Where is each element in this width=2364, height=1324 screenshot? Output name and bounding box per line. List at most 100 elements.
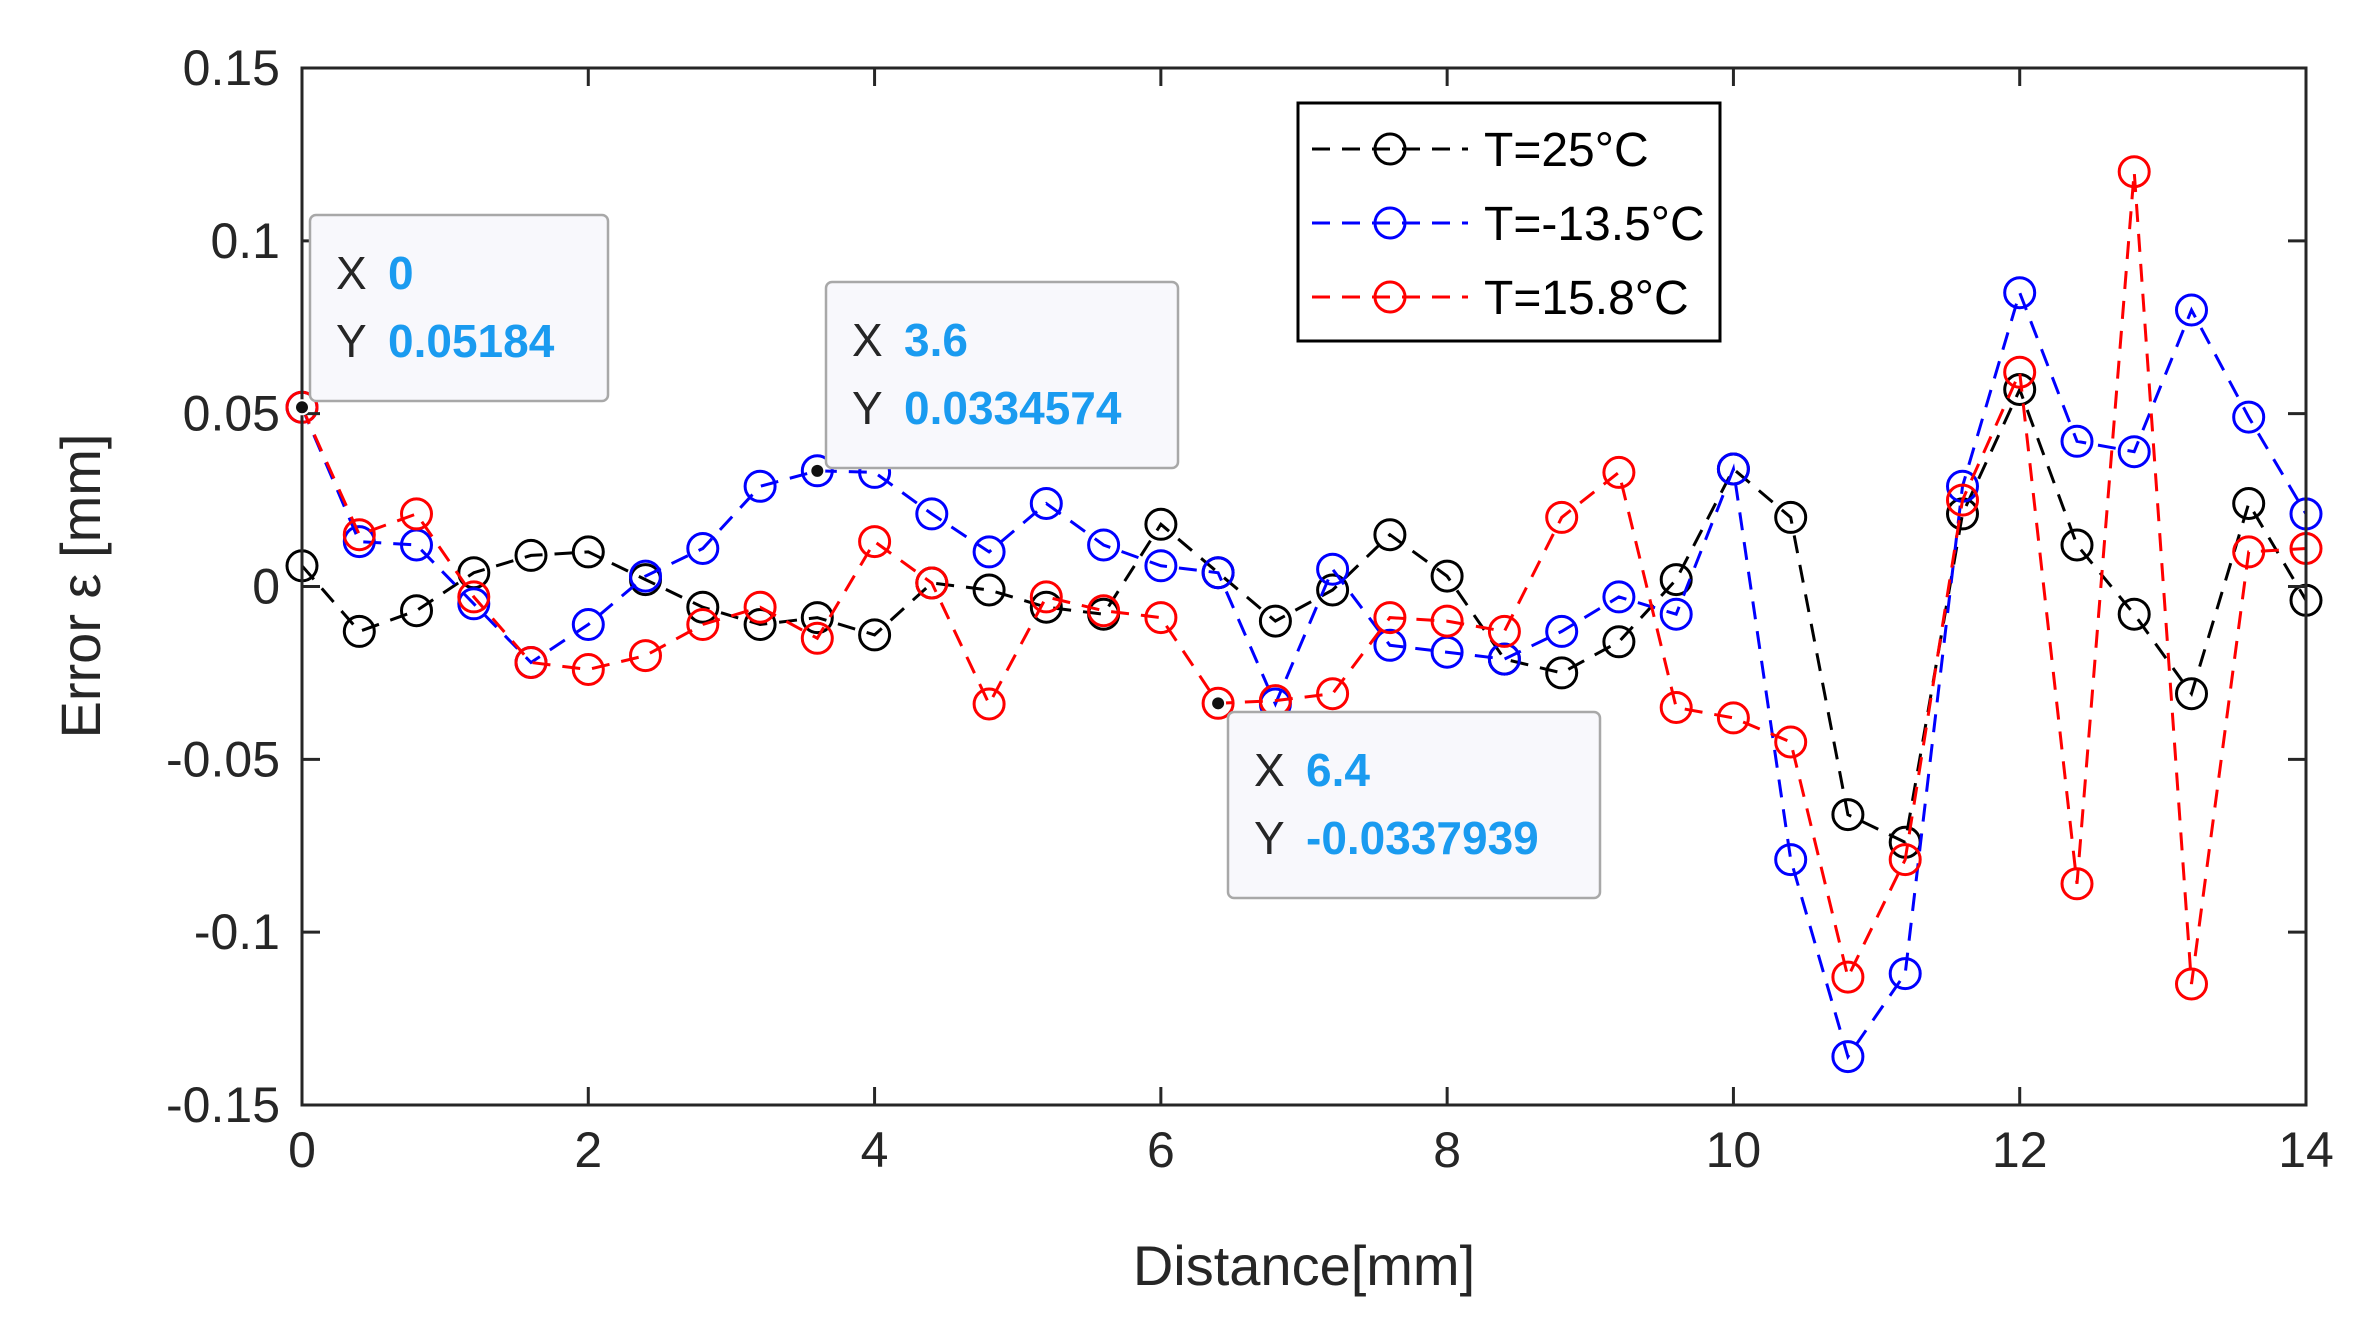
data-point[interactable] <box>1545 500 1579 534</box>
data-point[interactable] <box>1545 614 1579 648</box>
datatip-box <box>308 213 610 403</box>
data-point[interactable] <box>972 573 1006 607</box>
data-point[interactable] <box>571 653 605 686</box>
data-point[interactable] <box>1716 452 1750 486</box>
data-point[interactable] <box>1831 1040 1865 1074</box>
data-point[interactable] <box>1545 656 1579 690</box>
data-point[interactable] <box>400 497 433 531</box>
data-point[interactable] <box>858 525 892 559</box>
data-point[interactable] <box>1144 507 1178 541</box>
data-point[interactable] <box>743 608 777 641</box>
data-point[interactable] <box>342 525 376 559</box>
data-point[interactable] <box>1602 580 1636 614</box>
data-point[interactable] <box>1888 957 1922 991</box>
data-point[interactable] <box>1430 604 1464 638</box>
data-point[interactable] <box>1888 843 1922 877</box>
data-point[interactable] <box>1029 580 1063 614</box>
data-point[interactable] <box>686 590 720 624</box>
data-point[interactable] <box>1201 556 1235 590</box>
data-point[interactable] <box>2060 528 2094 562</box>
data-point[interactable] <box>2003 276 2037 310</box>
data-point[interactable] <box>2003 355 2037 389</box>
data-point[interactable] <box>2175 293 2208 327</box>
data-point[interactable] <box>972 687 1006 721</box>
data-point[interactable] <box>2117 435 2151 469</box>
data-point[interactable] <box>2117 155 2151 189</box>
data-point[interactable] <box>972 535 1006 569</box>
legend[interactable]: T=25°C T=-13.5°C T=15.8°C <box>1296 101 1722 343</box>
data-point[interactable] <box>1430 559 1464 593</box>
data-point[interactable] <box>1316 573 1350 607</box>
data-point[interactable] <box>514 646 548 679</box>
y-axis-label: Error ε [mm] <box>49 434 112 739</box>
data-point[interactable] <box>571 535 605 569</box>
data-point[interactable] <box>1201 686 1235 720</box>
data-point[interactable] <box>1316 677 1350 711</box>
data-point[interactable] <box>1946 483 1979 517</box>
data-point[interactable] <box>1716 701 1750 735</box>
data-point[interactable] <box>2232 487 2266 520</box>
data-point[interactable] <box>2060 867 2094 901</box>
data-point[interactable] <box>1373 628 1407 662</box>
y-tick-label: 0.1 <box>210 213 280 269</box>
data-point[interactable] <box>800 621 834 655</box>
data-point[interactable] <box>629 639 662 673</box>
x-tick-label: 4 <box>861 1122 889 1178</box>
data-point[interactable] <box>1831 960 1865 994</box>
data-point[interactable] <box>457 580 491 614</box>
data-point[interactable] <box>1659 691 1693 724</box>
data-point[interactable] <box>1487 642 1521 676</box>
data-point[interactable] <box>1029 487 1063 520</box>
data-point[interactable] <box>1087 528 1121 562</box>
data-point[interactable] <box>1487 614 1521 648</box>
data-point[interactable] <box>1373 601 1407 635</box>
data-point[interactable] <box>2175 967 2208 1001</box>
data-point[interactable] <box>1659 597 1693 631</box>
data-point[interactable] <box>1602 455 1636 489</box>
data-point[interactable] <box>1602 625 1636 659</box>
data-point[interactable] <box>342 518 376 552</box>
data-point[interactable] <box>686 608 720 641</box>
axis-ticks: 0 2 4 6 8 10 12 14 -0.15 -0.1 -0.05 0 0.05 0.1 0.15 <box>166 40 2334 1178</box>
data-point[interactable] <box>629 559 662 593</box>
series-line-1 <box>300 288 2308 1061</box>
data-point[interactable] <box>915 566 949 600</box>
data-point[interactable] <box>743 469 777 503</box>
data-point[interactable] <box>457 587 491 621</box>
data-point[interactable] <box>2117 597 2151 631</box>
datatip-2[interactable]: X 6.4 Y -0.0337939 <box>1210 695 1602 900</box>
data-point[interactable] <box>1144 601 1178 635</box>
datatip-y-key: Y <box>852 382 883 434</box>
data-point[interactable] <box>1774 725 1808 759</box>
series-line-2 <box>300 171 2307 985</box>
data-point[interactable] <box>2060 424 2094 458</box>
data-point[interactable] <box>743 590 777 624</box>
data-point[interactable] <box>858 618 892 652</box>
data-point[interactable] <box>514 538 548 572</box>
data-point[interactable] <box>686 532 720 565</box>
data-point[interactable] <box>571 608 605 641</box>
datatip-1[interactable]: X 3.6 Y 0.0334574 <box>809 280 1180 479</box>
data-point[interactable] <box>1029 590 1063 624</box>
data-point[interactable] <box>1144 549 1178 583</box>
data-point[interactable] <box>915 497 949 531</box>
data-point[interactable] <box>1316 552 1350 586</box>
data-point[interactable] <box>1258 604 1292 638</box>
data-point[interactable] <box>1831 798 1865 832</box>
datatip-0[interactable]: X 0Y 0.05184 <box>294 213 610 416</box>
legend-item-1[interactable]: T=-13.5°C <box>1312 198 1705 251</box>
data-point[interactable] <box>342 614 376 648</box>
data-point[interactable] <box>800 454 834 488</box>
data-point[interactable] <box>400 594 433 628</box>
data-point[interactable] <box>2175 677 2208 711</box>
data-point[interactable] <box>1774 500 1808 534</box>
legend-item-2[interactable]: T=15.8°C <box>1312 272 1689 325</box>
data-point[interactable] <box>1373 518 1407 552</box>
data-point[interactable] <box>2232 400 2266 434</box>
y-tick-label: 0 <box>252 559 280 615</box>
data-point[interactable] <box>2232 535 2266 569</box>
data-point[interactable] <box>1087 594 1121 628</box>
data-point[interactable] <box>800 601 834 635</box>
legend-item-0[interactable]: T=25°C <box>1312 124 1649 177</box>
data-point[interactable] <box>1774 843 1808 877</box>
